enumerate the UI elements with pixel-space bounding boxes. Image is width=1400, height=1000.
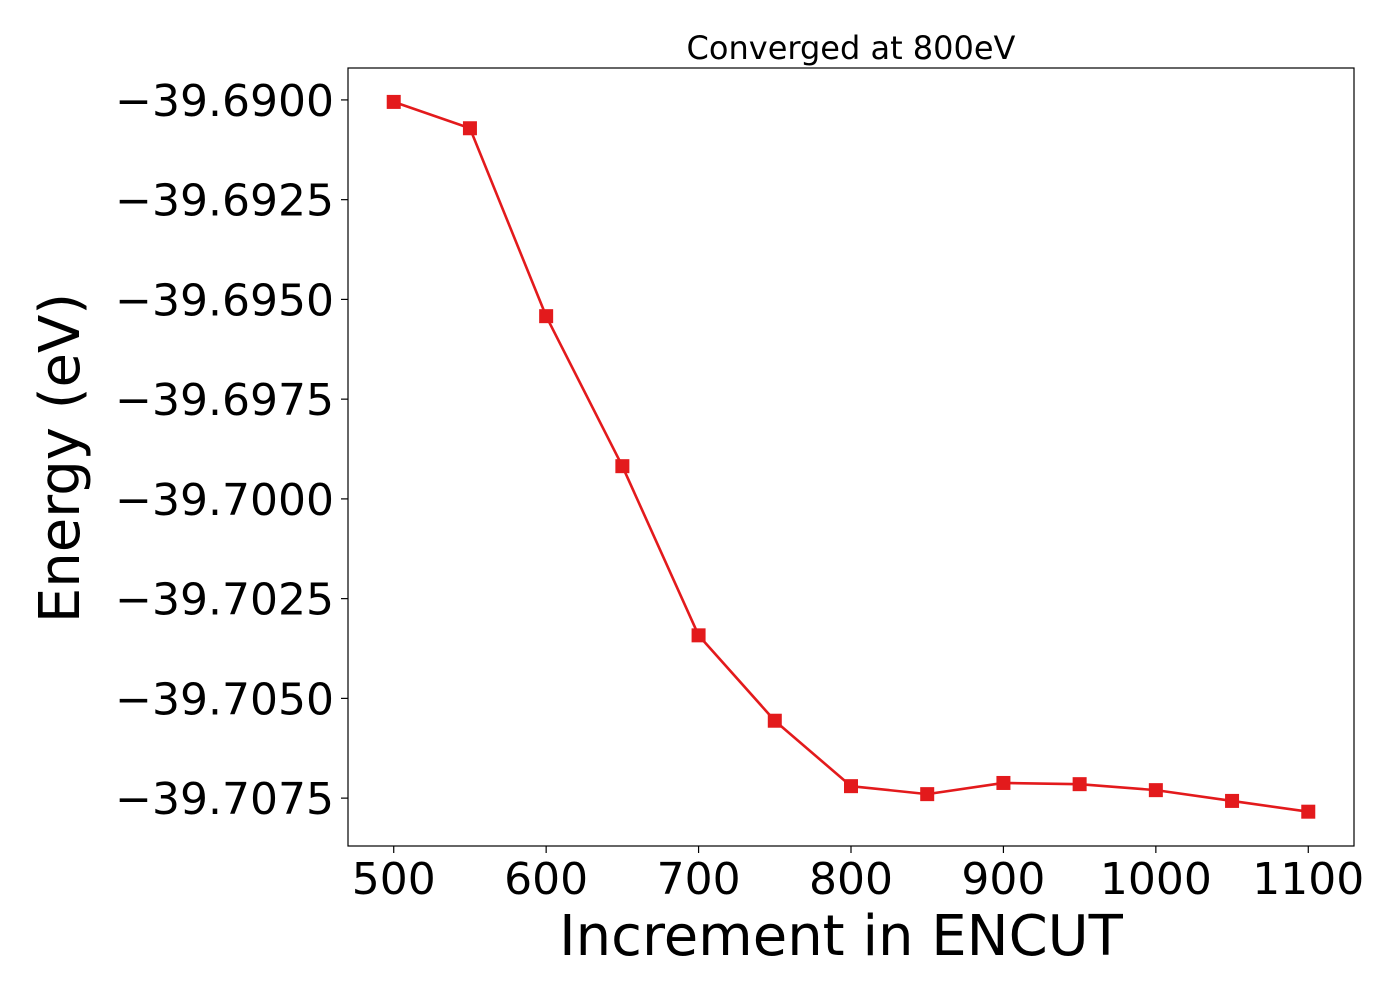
data-point-marker (615, 459, 630, 474)
chart-title: Converged at 800eV (687, 29, 1016, 67)
y-tick-label: −39.7050 (115, 674, 334, 725)
data-point-marker (1301, 804, 1316, 819)
y-tick-label: −39.7075 (115, 774, 334, 825)
x-axis-label: Increment in ENCUT (559, 904, 1124, 969)
data-point-marker (691, 628, 706, 643)
x-tick-label: 800 (809, 854, 893, 905)
data-point-marker (386, 94, 401, 109)
data-point-marker (462, 121, 477, 136)
x-tick-label: 700 (657, 854, 741, 905)
data-point-marker (539, 309, 554, 324)
y-tick-label: −39.6925 (115, 176, 334, 227)
x-tick-label: 1100 (1252, 854, 1364, 905)
data-point-marker (844, 779, 858, 794)
y-tick-label: −39.6950 (115, 275, 334, 326)
data-point-marker (920, 787, 935, 802)
x-tick-label: 500 (352, 854, 436, 905)
x-axis-ticks: 500 600 700 800 900 1000 1100 (352, 846, 1364, 905)
data-point-marker (1072, 777, 1087, 792)
y-axis-ticks: −39.6900 −39.6925 −39.6950 −39.6975 −39.7000… (115, 76, 348, 825)
y-tick-label: −39.6900 (115, 76, 334, 127)
y-axis-label: Energy (eV) (28, 293, 93, 623)
data-point-marker (1148, 783, 1163, 798)
y-tick-label: −39.7025 (115, 575, 334, 626)
y-tick-label: −39.7000 (115, 475, 334, 526)
x-tick-label: 1000 (1100, 854, 1212, 905)
y-tick-label: −39.6975 (115, 375, 334, 426)
x-tick-label: 600 (504, 854, 588, 905)
x-tick-label: 900 (961, 854, 1045, 905)
data-point-marker (996, 775, 1011, 790)
data-point-marker (1225, 793, 1240, 808)
data-point-marker (767, 713, 782, 728)
